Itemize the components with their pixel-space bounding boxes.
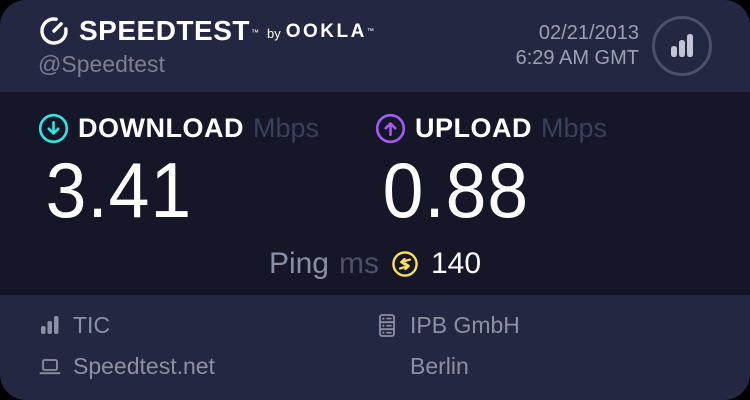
client-laptop-icon (38, 357, 62, 377)
upload-value: 0.88 (382, 146, 530, 234)
bar-chart-glyph (671, 34, 693, 57)
gauge-icon (40, 16, 68, 45)
test-time: 6:29 AM GMT (515, 47, 639, 69)
ping-row: Ping ms 140 (0, 247, 750, 281)
test-date: 02/21/2013 (538, 22, 639, 44)
results-panel: DOWNLOAD Mbps 3.41 UPLOAD Mbps 0.88 Ping… (0, 92, 750, 295)
client-name: Speedtest.net (73, 353, 215, 379)
upload-metric: UPLOAD Mbps 0.88 (375, 112, 712, 232)
ping-unit: ms (338, 247, 379, 280)
download-unit: Mbps (252, 112, 320, 143)
header-left: SPEEDTEST ™ by OOKLA ™ @Speedtest (38, 15, 374, 78)
server-name: IPB GmbH (410, 312, 520, 338)
upload-label: UPLOAD (415, 112, 532, 143)
client-cell: Speedtest.net (38, 353, 375, 380)
download-icon (38, 113, 69, 143)
download-metric: DOWNLOAD Mbps 3.41 (38, 112, 375, 232)
header-right: 02/21/2013 6:29 AM GMT (516, 16, 712, 76)
brand-trademark: ™ (250, 28, 259, 37)
upload-icon (375, 113, 406, 143)
server-rack-icon (375, 313, 399, 339)
test-datetime: 02/21/2013 6:29 AM GMT (516, 21, 639, 71)
isp-bars-icon (38, 314, 62, 338)
download-value: 3.41 (45, 146, 193, 234)
isp-name: TIC (73, 312, 111, 338)
username: @Speedtest (38, 50, 165, 77)
ping-value: 140 (430, 247, 482, 280)
ookla-trademark: ™ (366, 28, 374, 35)
footer: TIC IPB GmbH S (0, 295, 750, 400)
server-location: Berlin (410, 353, 469, 379)
header: SPEEDTEST ™ by OOKLA ™ @Speedtest 02/21/20… (0, 0, 750, 92)
server-location-cell: Berlin (375, 353, 712, 380)
byline-ookla: OOKLA (285, 20, 367, 42)
ping-icon (392, 251, 418, 277)
byline-by: by (266, 26, 281, 41)
speedtest-logo: SPEEDTEST ™ by OOKLA ™ (38, 15, 374, 47)
download-label: DOWNLOAD (78, 112, 244, 143)
upload-label-row: UPLOAD Mbps (375, 112, 712, 144)
server-cell: IPB GmbH (375, 312, 712, 339)
result-graph-icon[interactable] (652, 16, 712, 76)
upload-unit: Mbps (541, 112, 608, 143)
brand-name: SPEEDTEST (79, 14, 250, 46)
download-label-row: DOWNLOAD Mbps (38, 112, 375, 144)
isp-cell: TIC (38, 312, 375, 339)
ping-label: Ping (268, 247, 329, 280)
